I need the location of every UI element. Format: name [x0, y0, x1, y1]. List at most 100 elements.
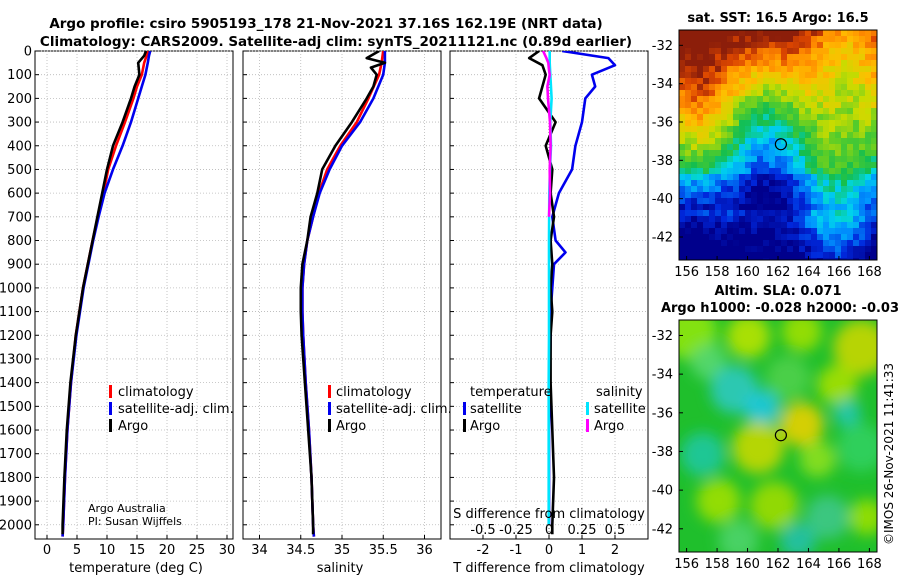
sst-cell	[751, 108, 757, 114]
y-tick-label: 800	[7, 234, 32, 249]
sst-cell	[781, 54, 787, 60]
sst-cell	[781, 78, 787, 84]
sst-cell	[739, 246, 745, 252]
sst-cell	[721, 234, 727, 240]
sst-cell	[727, 120, 733, 126]
sst-cell	[709, 252, 715, 258]
sst-cell	[745, 246, 751, 252]
sst-cell	[871, 234, 877, 240]
sst-cell	[715, 66, 721, 72]
sst-cell	[823, 234, 829, 240]
sst-cell	[709, 174, 715, 180]
sst-cell	[721, 192, 727, 198]
sst-cell	[751, 42, 757, 48]
sla-blob	[779, 402, 824, 447]
sst-cell	[823, 120, 829, 126]
sst-cell	[853, 114, 859, 120]
sst-cell	[853, 66, 859, 72]
sst-cell	[715, 132, 721, 138]
sst-cell	[859, 234, 865, 240]
sst-cell	[763, 192, 769, 198]
sst-cell	[823, 102, 829, 108]
sst-cell	[871, 216, 877, 222]
sst-cell	[865, 132, 871, 138]
sst-cell	[847, 72, 853, 78]
sst-cell	[853, 216, 859, 222]
sst-cell	[775, 78, 781, 84]
sst-cell	[733, 174, 739, 180]
sst-cell	[865, 216, 871, 222]
sla-blob	[849, 499, 877, 536]
sst-cell	[727, 114, 733, 120]
sst-cell	[829, 198, 835, 204]
difference-xlabel-top: S difference from climatology	[453, 507, 645, 522]
sst-cell	[781, 198, 787, 204]
sla-map-title-2: Argo h1000: -0.028 h2000: -0.03	[661, 301, 899, 316]
sst-cell	[685, 90, 691, 96]
sst-cell	[721, 180, 727, 186]
sst-cell	[817, 216, 823, 222]
sst-cell	[703, 192, 709, 198]
sst-cell	[859, 150, 865, 156]
sst-cell	[709, 108, 715, 114]
sst-cell	[763, 180, 769, 186]
sst-cell	[751, 30, 757, 36]
sst-cell	[775, 108, 781, 114]
sst-cell	[769, 150, 775, 156]
sst-cell	[781, 186, 787, 192]
sst-cell	[871, 204, 877, 210]
sst-cell	[781, 96, 787, 102]
sst-cell	[835, 222, 841, 228]
sst-cell	[859, 210, 865, 216]
sst-cell	[691, 204, 697, 210]
sst-cell	[847, 36, 853, 42]
sst-cell	[859, 186, 865, 192]
sst-cell	[787, 210, 793, 216]
sst-cell	[721, 240, 727, 246]
sst-cell	[727, 258, 733, 260]
sst-cell	[841, 30, 847, 36]
sst-cell	[751, 228, 757, 234]
sst-cell	[721, 252, 727, 258]
sst-cell	[733, 156, 739, 162]
sst-cell	[841, 144, 847, 150]
sst-cell	[823, 246, 829, 252]
sst-cell	[841, 192, 847, 198]
sst-cell	[679, 186, 685, 192]
sst-cell	[805, 114, 811, 120]
sst-cell	[709, 66, 715, 72]
sst-cell	[691, 240, 697, 246]
sst-cell	[769, 90, 775, 96]
sst-cell	[799, 258, 805, 260]
sst-cell	[841, 108, 847, 114]
sst-cell	[853, 228, 859, 234]
sst-cell	[829, 186, 835, 192]
sst-cell	[811, 162, 817, 168]
sst-cell	[757, 204, 763, 210]
sst-cell	[853, 204, 859, 210]
sst-cell	[763, 66, 769, 72]
sst-cell	[829, 114, 835, 120]
sst-cell	[691, 66, 697, 72]
sst-cell	[769, 36, 775, 42]
x-tick-label: 20	[159, 543, 176, 558]
sst-cell	[727, 144, 733, 150]
sst-cell	[757, 240, 763, 246]
sst-cell	[841, 174, 847, 180]
sst-cell	[865, 186, 871, 192]
sst-cell	[757, 108, 763, 114]
sst-cell	[727, 78, 733, 84]
sst-cell	[787, 132, 793, 138]
sst-cell	[847, 252, 853, 258]
sst-cell	[703, 180, 709, 186]
lat-tick-label: -38	[652, 154, 673, 169]
sst-cell	[751, 120, 757, 126]
sst-cell	[811, 78, 817, 84]
sst-cell	[787, 126, 793, 132]
lon-tick-label: 162	[766, 265, 791, 280]
sst-cell	[853, 144, 859, 150]
sst-cell	[679, 54, 685, 60]
sst-cell	[685, 78, 691, 84]
sst-cell	[841, 114, 847, 120]
sst-cell	[745, 252, 751, 258]
